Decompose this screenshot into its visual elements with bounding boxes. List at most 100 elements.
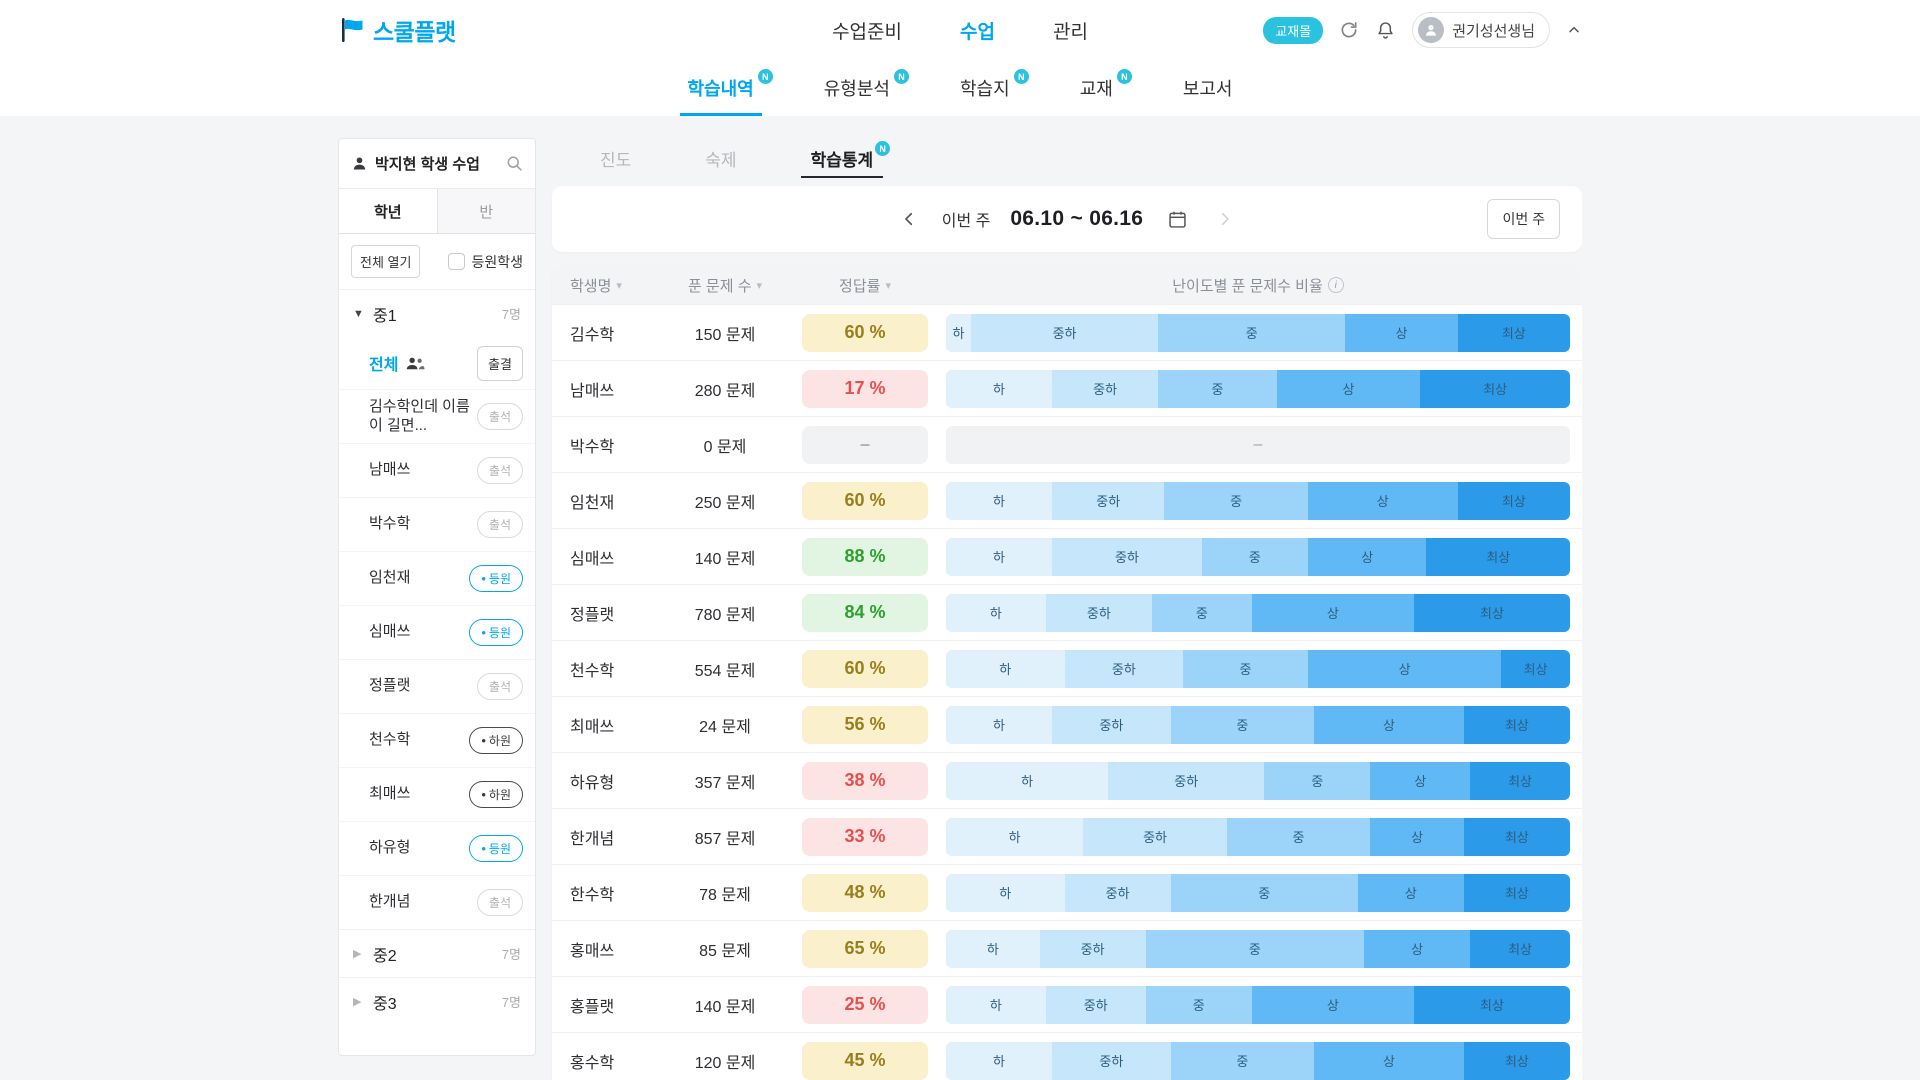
content-tabs: 진도 숙제 학습통계 N [552,138,1582,178]
prev-week-icon[interactable] [896,206,922,232]
subnav-tab-4[interactable]: 보고서 [1181,60,1235,116]
table-row: 홍수학 120 문제 45 % 하 중하 중 상 최상 [552,1032,1582,1080]
tab-grade[interactable]: 학년 [339,189,437,233]
cell-student-name: 임천재 [570,494,615,512]
cell-difficulty-bar: – [934,425,1582,464]
header-student-label: 학생명 [570,277,612,295]
all-students-link[interactable]: 전체 [369,357,399,374]
sort-icon[interactable]: ▾ [885,279,891,292]
bar-segment-1: 하 [946,481,1053,520]
bar-segment-1: 하 [946,1041,1053,1080]
group-all-row[interactable]: 전체 출결 [339,337,535,389]
table-row: 박수학 0 문제 – – [552,416,1582,472]
bar-segment-1: 하 [946,593,1046,632]
header-student-name[interactable]: 학생명 ▾ [552,275,654,296]
student-list-item[interactable]: 김수학인데 이름이 길면... 출석 [339,389,535,443]
subnav-tab-0[interactable]: 학습내역 N [679,60,773,116]
subnav-tabs: 학습내역 N 유형분석 N 학습지 N 교재 N 보고서 [0,60,1920,116]
chevron-up-icon[interactable] [1566,22,1582,38]
student-list-item[interactable]: 하유형 • 등원 [339,821,535,875]
info-icon[interactable]: i [1327,277,1344,293]
group-row-중3[interactable]: ▶ 중3 7명 [339,977,535,1025]
tab-class[interactable]: 반 [436,189,535,233]
content-tab-2[interactable]: 학습통계 N [800,138,891,178]
sort-icon[interactable]: ▾ [756,279,763,292]
bar-segment-4: 상 [1345,313,1458,352]
student-name: 남매쓰 [369,461,411,479]
student-list-item[interactable]: 심매쓰 • 등원 [339,605,535,659]
student-name: 하유형 [369,839,411,857]
cell-accuracy: 60 % [796,481,934,520]
student-list-item[interactable]: 임천재 • 등원 [339,551,535,605]
triangle-right-icon: ▶ [353,996,362,1008]
top-bar-inner: 스쿨플랫 수업준비 수업 관리 교재몰 권기성선생님 [338,0,1582,60]
accuracy-badge: 88 % [802,537,928,576]
status-dot-icon: • [481,733,486,748]
status-text: 출석 [488,680,511,694]
content-tab-1[interactable]: 숙제 [705,138,736,178]
search-icon[interactable] [506,155,523,172]
difficulty-bar: 하 중하 중 상 최상 [946,649,1570,688]
student-name: 최매쓰 [369,785,411,803]
people-icon [405,356,425,371]
user-menu[interactable]: 권기성선생님 [1412,12,1550,48]
student-list-item[interactable]: 천수학 • 하원 [339,713,535,767]
cell-student-name: 남매쓰 [570,382,615,400]
attending-filter[interactable]: 등원학생 [448,252,523,272]
header-difficulty: 난이도별 푼 문제수 비율 i [934,275,1582,296]
user-name: 권기성선생님 [1452,22,1535,40]
checkbox-icon[interactable] [448,253,466,270]
content-tab-0[interactable]: 진도 [600,138,631,178]
bar-segment-2: 중하 [1108,761,1265,800]
accuracy-badge: – [802,425,928,464]
difficulty-bar: 하 중하 중 상 최상 [946,705,1570,744]
bar-segment-3: 중 [1170,1041,1315,1080]
bell-icon[interactable] [1375,20,1396,41]
bar-segment-1: 하 [946,873,1065,912]
table-row: 홍플랫 140 문제 25 % 하 중하 중 상 최상 [552,976,1582,1032]
nav-item-0[interactable]: 수업준비 [832,21,902,43]
group-row-중2[interactable]: ▶ 중2 7명 [339,929,535,977]
next-week-icon[interactable] [1212,206,1238,232]
bar-segment-4: 상 [1251,593,1414,632]
calendar-icon[interactable] [1163,205,1192,234]
header-accuracy[interactable]: 정답률 ▾ [796,275,934,296]
student-list-item[interactable]: 정플랫 출석 [339,659,535,713]
subnav-tab-1[interactable]: 유형분석 N [822,60,909,116]
store-badge[interactable]: 교재몰 [1263,16,1324,44]
student-list-item[interactable]: 한개념 출석 [339,875,535,929]
nav-item-1[interactable]: 수업 [959,21,995,43]
status-badge: • 등원 [469,835,523,862]
bar-segment-3: 중 [1226,817,1371,856]
header-solved-count[interactable]: 푼 문제 수 ▾ [654,275,796,296]
bar-segment-1: 하 [946,537,1053,576]
expand-all-button[interactable]: 전체 열기 [351,245,421,278]
subnav-tab-3[interactable]: 교재 N [1078,60,1132,116]
cell-difficulty-bar: 하 중하 중 상 최상 [934,649,1582,688]
cell-student-name: 홍수학 [570,1054,615,1072]
group-row-중1[interactable]: ▼ 중1 7명 [339,289,535,337]
bar-segment-3: 중 [1158,313,1346,352]
accuracy-badge: 48 % [802,873,928,912]
person-icon [351,155,368,172]
student-list-item[interactable]: 최매쓰 • 하원 [339,767,535,821]
status-text: 등원 [488,572,511,586]
table-row: 임천재 250 문제 60 % 하 중하 중 상 최상 [552,472,1582,528]
student-list-item[interactable]: 남매쓰 출석 [339,443,535,497]
accuracy-badge: 65 % [802,929,928,968]
cell-solved-count: 150 문제 [694,326,756,344]
sort-icon[interactable]: ▾ [616,279,622,292]
bar-segment-5: 최상 [1420,369,1570,408]
subnav-tab-2[interactable]: 학습지 N [958,60,1029,116]
refresh-icon[interactable] [1339,20,1359,40]
this-week-button[interactable]: 이번 주 [1487,199,1560,239]
bar-segment-5: 최상 [1426,537,1570,576]
cell-difficulty-bar: 하 중하 중 상 최상 [934,705,1582,744]
app-logo[interactable]: 스쿨플랫 [338,13,456,47]
main-content: 진도 숙제 학습통계 N 이번 주 06.10 ~ 06.16 이번 주 학생명 ▾ [552,138,1582,1080]
bar-segment-2: 중하 [1045,593,1152,632]
nav-item-2[interactable]: 관리 [1052,21,1088,43]
header-count-label: 푼 문제 수 [687,277,752,295]
attendance-button[interactable]: 출결 [477,345,523,381]
student-list-item[interactable]: 박수학 출석 [339,497,535,551]
